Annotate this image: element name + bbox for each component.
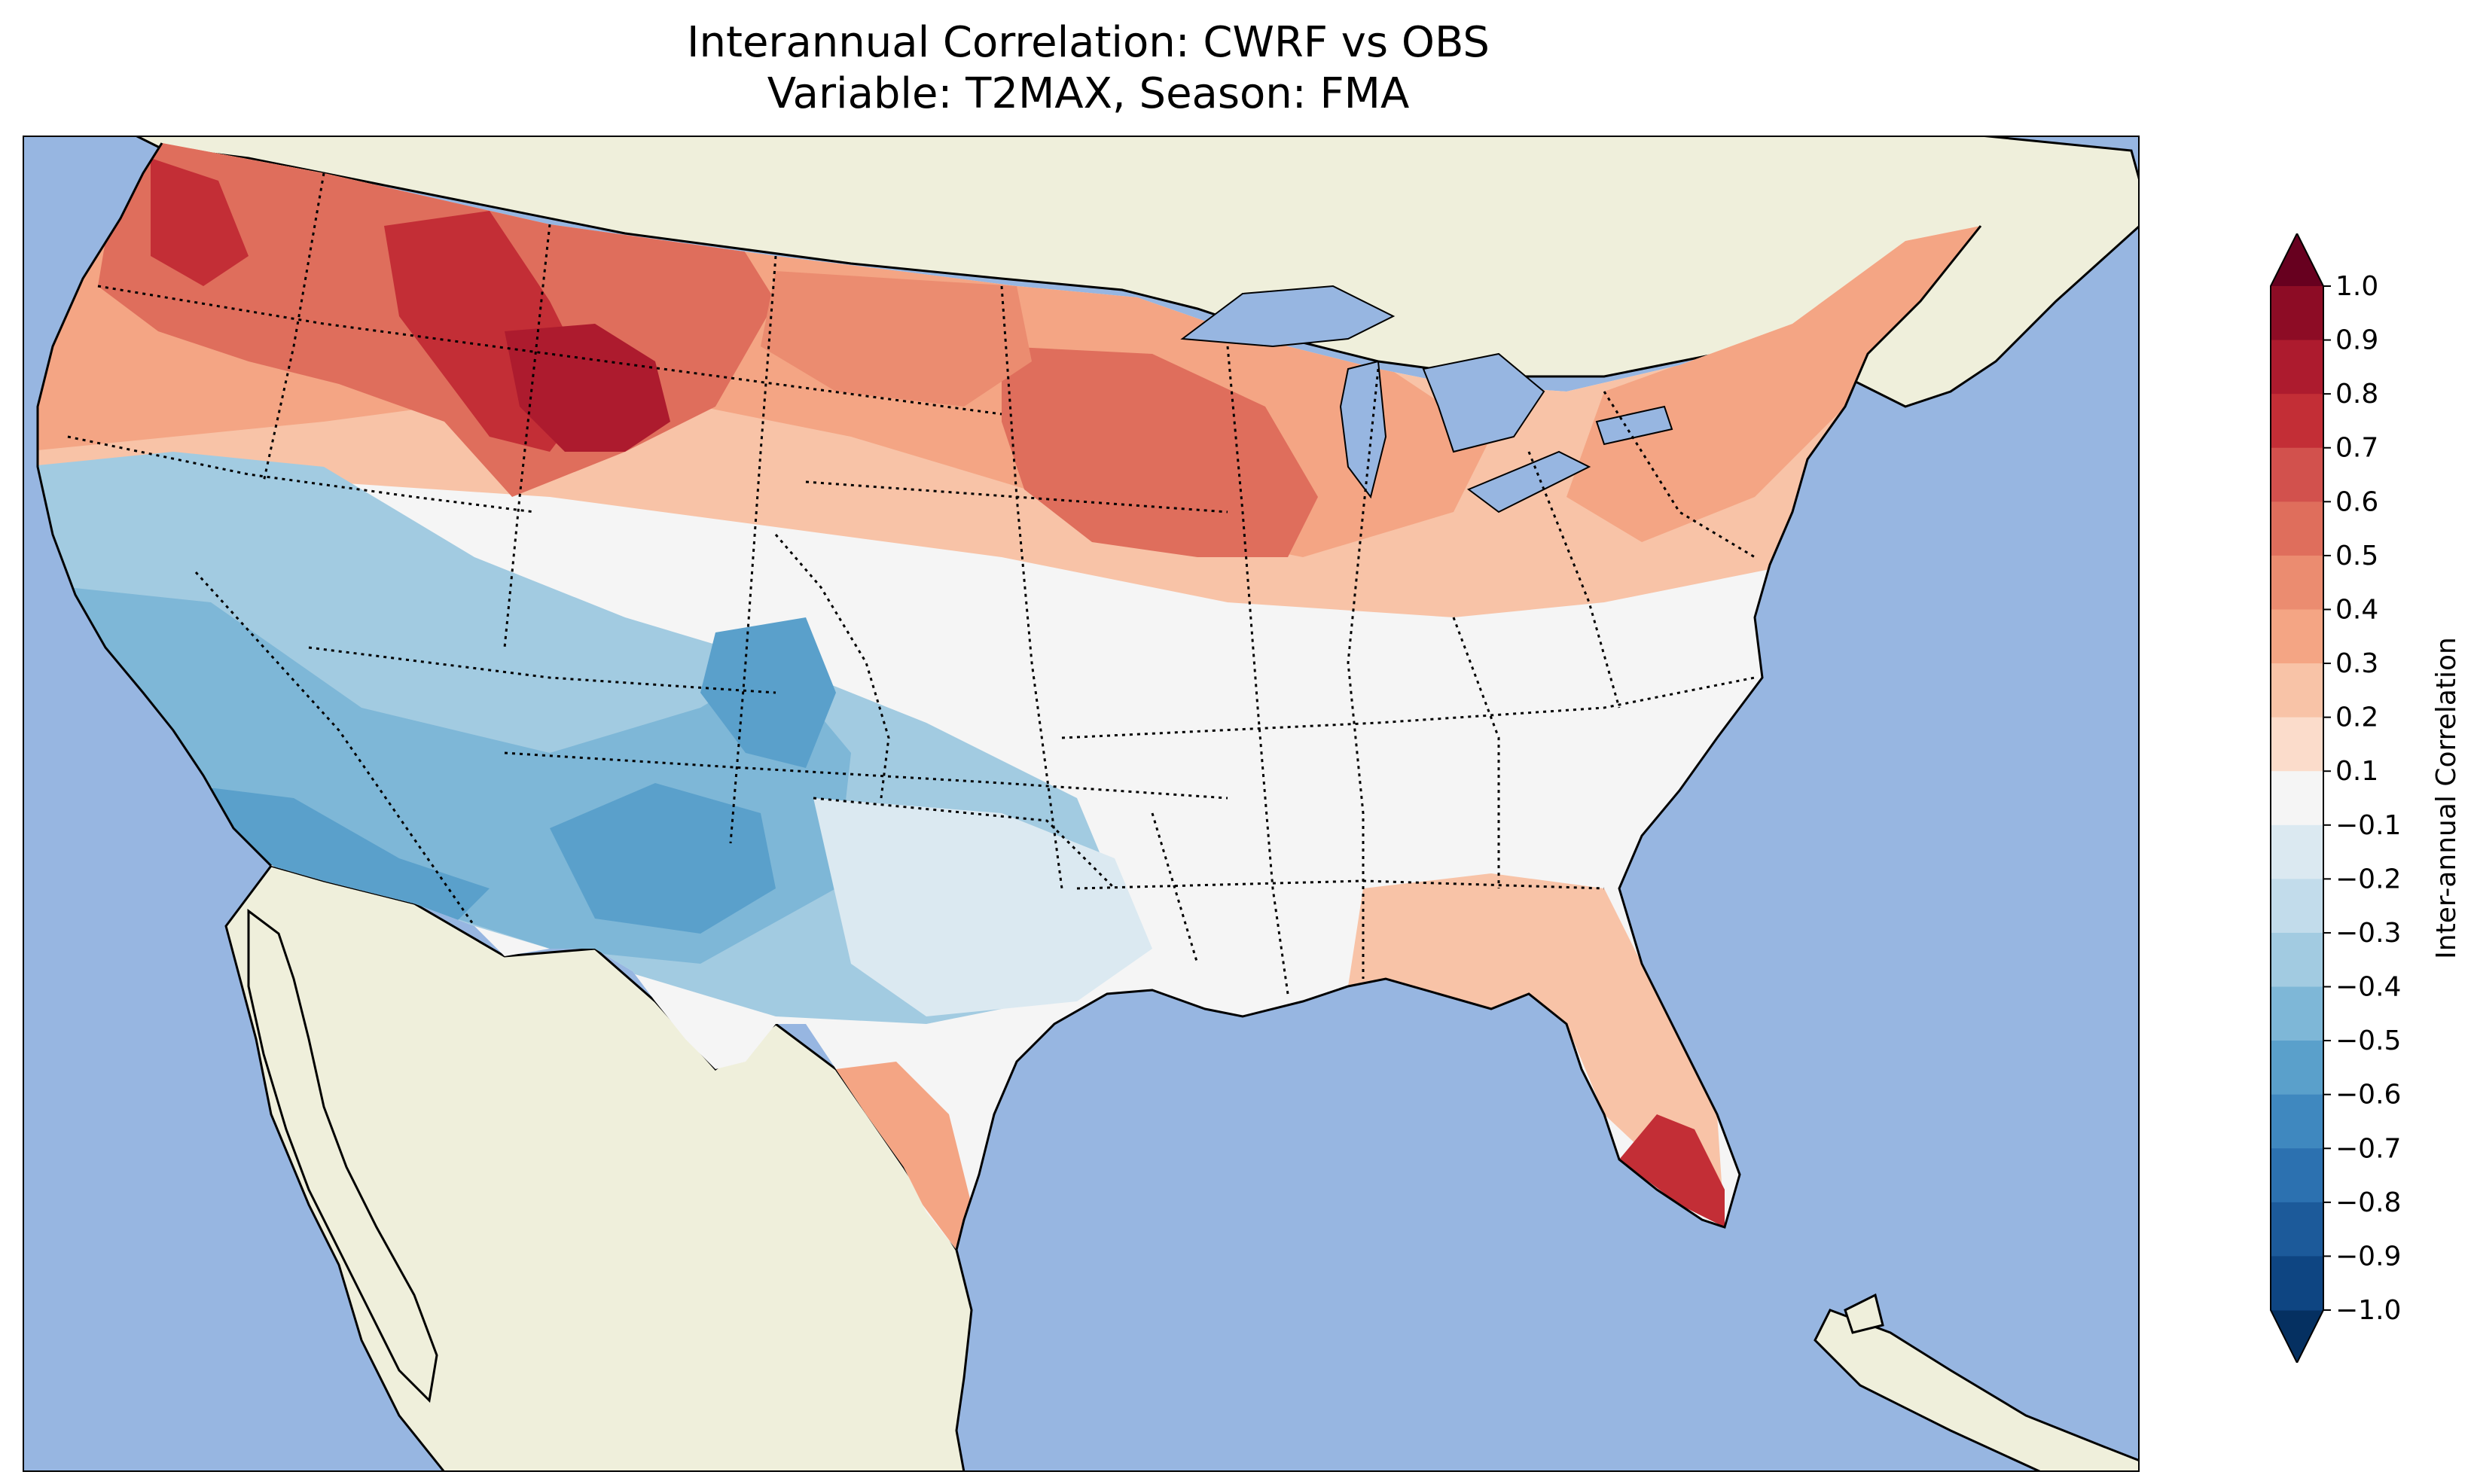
colorbar-tick-label: 0.5 (2335, 541, 2378, 571)
colorbar-tick-label: 1.0 (2335, 271, 2378, 302)
colorbar-extend-max (2271, 233, 2323, 286)
colorbar-swatch (2271, 771, 2323, 826)
colorbar-tick-label: −0.1 (2335, 810, 2401, 841)
colorbar-tick-label: −0.8 (2335, 1187, 2401, 1218)
colorbar-swatch (2271, 394, 2323, 449)
colorbar-tick-label: −0.5 (2335, 1025, 2401, 1056)
chart-title-line1: Interannual Correlation: CWRF vs OBS (687, 18, 1490, 67)
colorbar: 1.0 0.9 0.8 0.7 0.6 0.5 0.4 0.3 0.2 0.1 −0.1 −0.2 −0… (2270, 233, 2462, 1363)
colorbar-tick-label: 0.2 (2335, 702, 2378, 733)
colorbar-swatch (2271, 932, 2323, 988)
colorbar-tick-label: 0.9 (2335, 325, 2378, 356)
field-florida-strong (1619, 1114, 1725, 1227)
colorbar-swatch (2271, 286, 2323, 341)
lake-erie (1467, 450, 1591, 513)
field-texas-south (836, 1062, 972, 1250)
chart-title-line2: Variable: T2MAX, Season: FMA (767, 69, 1410, 118)
colorbar-label: Inter-annual Correlation (2431, 637, 2462, 959)
colorbar-tick-label: −0.9 (2335, 1241, 2401, 1272)
colorbar-tick-label: −1.0 (2335, 1295, 2401, 1326)
colorbar-swatch (2271, 824, 2323, 879)
colorbar-swatch (2271, 717, 2323, 772)
colorbar-extend-min (2271, 1310, 2323, 1363)
caribbean-islands (1814, 1309, 2140, 1472)
field-wyoming-core (505, 324, 670, 452)
bahamas-island (1844, 1293, 1884, 1334)
field-northeast (1566, 226, 1981, 542)
colorbar-tick-label: 0.6 (2335, 486, 2378, 517)
colorbar-swatch (2271, 555, 2323, 610)
colorbar-swatch (2271, 1041, 2323, 1095)
colorbar-tick-label: −0.7 (2335, 1133, 2401, 1164)
colorbar-tick-label: −0.4 (2335, 972, 2401, 1003)
field-southeast (1348, 873, 1725, 1227)
colorbar-swatch (2271, 986, 2323, 1041)
colorbar-swatch (2271, 1202, 2323, 1257)
baja-peninsula (247, 909, 438, 1403)
colorbar-swatch (2271, 609, 2323, 664)
colorbar-swatch (2271, 447, 2323, 502)
field-midwest-strong (1002, 346, 1318, 557)
colorbar-tick-label: −0.6 (2335, 1080, 2401, 1111)
colorbar-tick-label: 0.1 (2335, 756, 2378, 787)
correlation-map (23, 136, 2140, 1472)
field-plains-slight-neg (813, 798, 1152, 1016)
colorbar-swatch (2271, 663, 2323, 718)
canada-land (135, 136, 2140, 408)
state-borders (67, 172, 1756, 995)
colorbar-tick-label: 0.3 (2335, 648, 2378, 679)
field-dakota (761, 271, 1032, 407)
colorbar-swatch (2271, 501, 2323, 556)
colorbar-swatch (2271, 879, 2323, 934)
colorbar-tick-label: 0.7 (2335, 433, 2378, 464)
us-coastline (36, 142, 1982, 1251)
colorbar-tick-label: −0.3 (2335, 918, 2401, 949)
lake-ontario (1595, 405, 1673, 446)
colorbar-swatch (2271, 340, 2323, 395)
lake-michigan (1339, 360, 1387, 499)
colorbar-swatch (2271, 1148, 2323, 1203)
colorbar-swatch (2271, 1256, 2323, 1311)
colorbar-swatch (2271, 1094, 2323, 1149)
field-southwest-core (173, 783, 776, 934)
colorbar-ticks: 1.0 0.9 0.8 0.7 0.6 0.5 0.4 0.3 0.2 0.1 −0.1 −0.2 −0… (2323, 271, 2401, 1326)
map-frame (23, 136, 2140, 1472)
colorbar-swatches (2270, 233, 2324, 1363)
colorbar-tick-label: 0.4 (2335, 594, 2378, 625)
lake-superior (1180, 285, 1396, 348)
field-northwest-core (151, 158, 595, 452)
lake-huron (1422, 352, 1545, 453)
colorbar-tick-label: −0.2 (2335, 864, 2401, 894)
colorbar-tick-label: 0.8 (2335, 379, 2378, 410)
